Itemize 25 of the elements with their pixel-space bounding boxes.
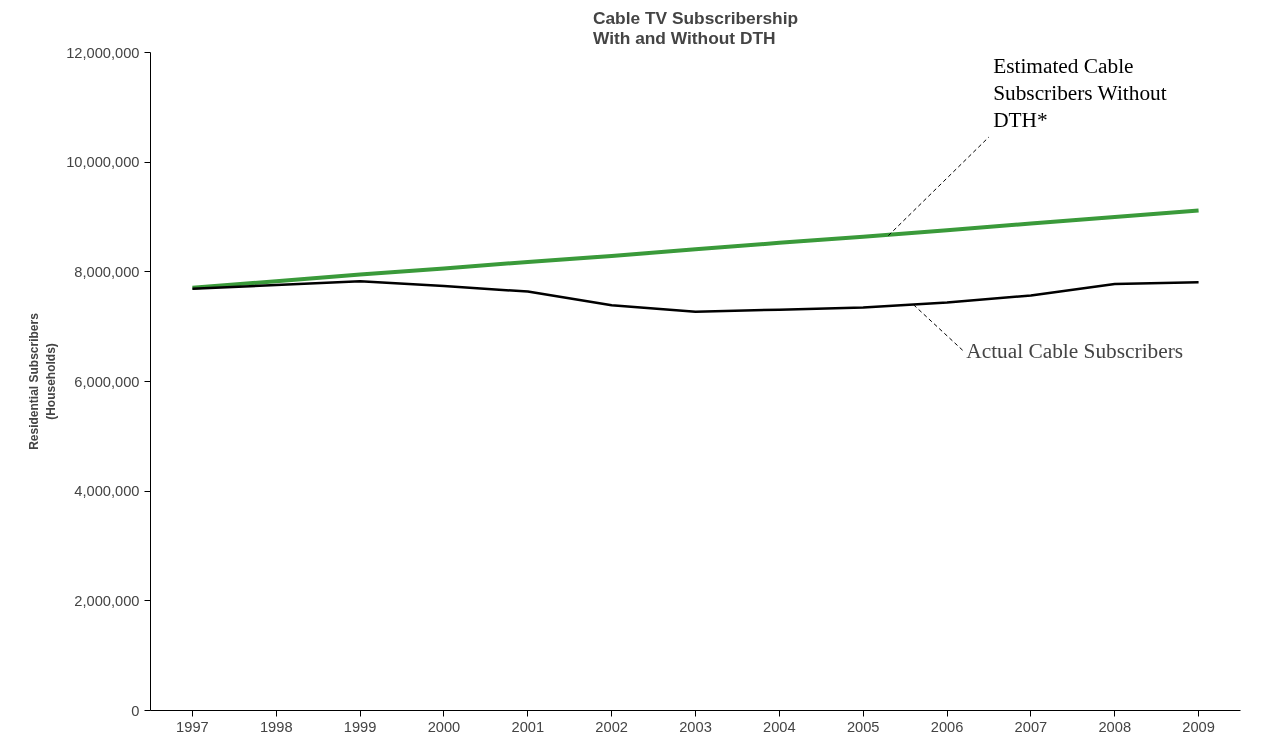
- x-tick-label: 2007: [1014, 718, 1048, 735]
- x-tick-label: 2001: [511, 718, 545, 735]
- y-tick-label: 12,000,000: [66, 44, 140, 61]
- y-tick-label: 8,000,000: [74, 263, 140, 280]
- chart-title: Cable TV Subscribership With and Without DTH: [592, 7, 799, 48]
- y-tick-label: 0: [131, 702, 140, 719]
- y-tick-label: 4,000,000: [74, 483, 140, 500]
- x-tick-label: 2005: [846, 718, 880, 735]
- x-tick-label: 2008: [1098, 718, 1132, 735]
- y-tick-label: 6,000,000: [74, 373, 140, 390]
- y-tick-label: 10,000,000: [66, 154, 140, 171]
- x-tick-label: 1999: [343, 718, 377, 735]
- x-tick-label: 2006: [930, 718, 964, 735]
- x-tick-label: 2004: [763, 718, 796, 735]
- x-tick-label: 2002: [595, 718, 628, 735]
- x-tick-label: 2009: [1182, 718, 1215, 735]
- x-tick-label: 1997: [176, 718, 209, 735]
- x-tick-label: 2000: [427, 718, 461, 735]
- line-series: [190, 208, 1201, 290]
- y-axis-title: Residential Subscribers (Households): [27, 312, 59, 450]
- x-tick-label: 2003: [679, 718, 712, 735]
- annotation: Actual Cable Subscribers: [966, 339, 1184, 364]
- x-tick-label: 1998: [259, 718, 293, 735]
- annotation: Estimated Cable Subscribers Without DTH*: [993, 53, 1167, 133]
- y-tick-label: 2,000,000: [74, 592, 140, 609]
